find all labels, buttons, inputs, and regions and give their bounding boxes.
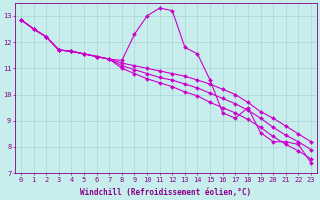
X-axis label: Windchill (Refroidissement éolien,°C): Windchill (Refroidissement éolien,°C) [80,188,252,197]
